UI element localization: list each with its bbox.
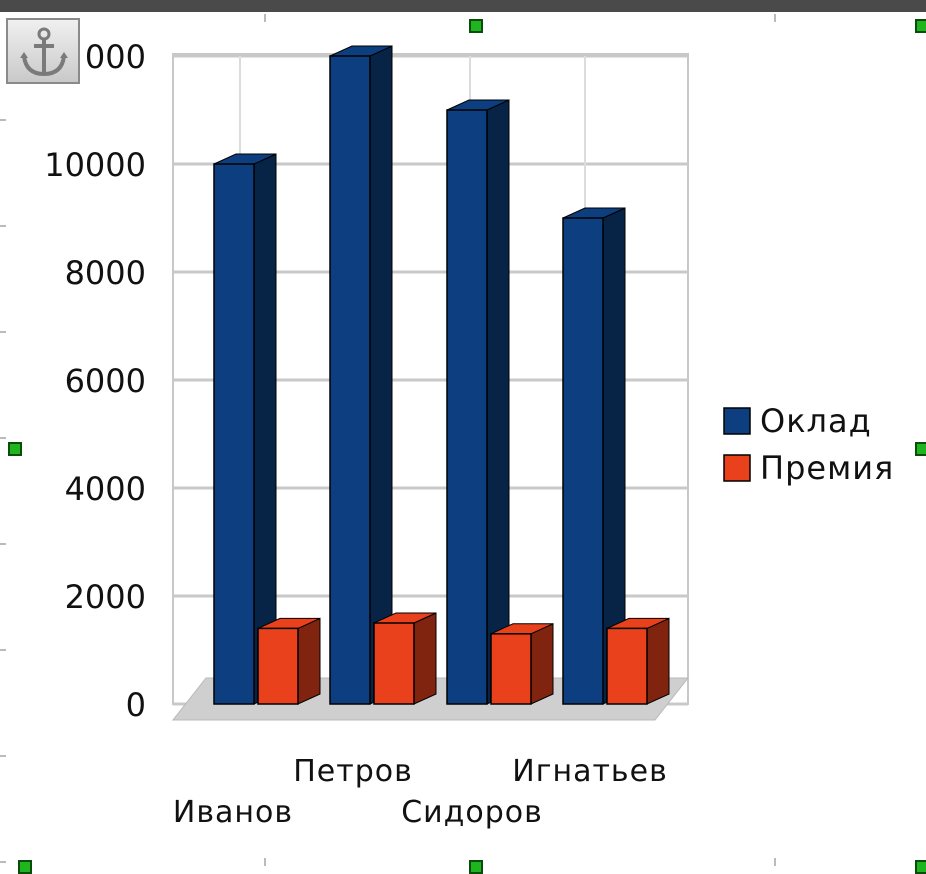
- bar-side-Премия-Игнатьев: [646, 617, 670, 705]
- selection-handle-middle-right[interactable]: [915, 442, 926, 456]
- selection-handle-bottom-center[interactable]: [469, 860, 483, 874]
- legend-swatch-Премия: [723, 454, 751, 482]
- selection-handle-bottom-left[interactable]: [18, 860, 32, 874]
- bar-side-Оклад-Сидоров: [486, 99, 510, 705]
- y-tick-label: 000: [85, 38, 146, 76]
- y-tick-label: 4000: [65, 470, 146, 508]
- selection-handle-middle-left[interactable]: [8, 442, 22, 456]
- selection-handle-top-right[interactable]: [915, 19, 926, 33]
- anchor-icon: [20, 27, 68, 77]
- bar-Оклад-Иванов: [213, 163, 255, 705]
- selection-handle-bottom-right[interactable]: [915, 860, 926, 874]
- y-tick-label: 2000: [65, 578, 146, 616]
- x-category-label: Сидоров: [401, 795, 543, 830]
- top-toolbar-strip: [0, 0, 926, 12]
- y-tick-label: 8000: [65, 254, 146, 292]
- y-tick-label: 6000: [65, 362, 146, 400]
- bar-Оклад-Сидоров: [446, 109, 488, 705]
- y-tick-label: 10000: [44, 146, 146, 184]
- y-tick-label: 0: [126, 686, 146, 724]
- bar-side-Премия-Иванов: [297, 617, 321, 705]
- bar-Оклад-Петров: [329, 55, 371, 705]
- bar-Премия-Иванов: [257, 627, 299, 705]
- x-category-label: Игнатьев: [512, 754, 668, 789]
- bar-Премия-Игнатьев: [606, 627, 648, 705]
- anchor-button[interactable]: [6, 18, 80, 84]
- bar-side-Премия-Петров: [413, 612, 437, 705]
- x-category-label: Петров: [293, 754, 413, 789]
- bar-side-Оклад-Петров: [369, 45, 393, 705]
- legend-label: Премия: [760, 449, 894, 487]
- bar-Премия-Петров: [373, 622, 415, 705]
- selection-handle-top-center[interactable]: [469, 19, 483, 33]
- bar-Оклад-Игнатьев: [562, 217, 604, 705]
- bar-side-Премия-Сидоров: [530, 623, 554, 705]
- x-category-label: Иванов: [173, 795, 293, 830]
- legend-swatch-Оклад: [723, 407, 751, 435]
- legend-label: Оклад: [760, 402, 872, 440]
- bar-Премия-Сидоров: [490, 633, 532, 705]
